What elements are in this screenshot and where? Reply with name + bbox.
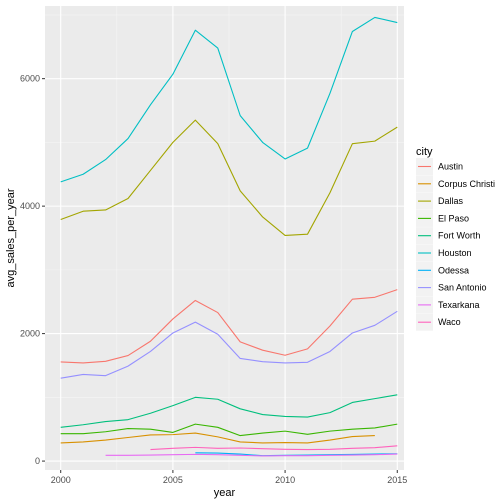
legend-label-waco: Waco (438, 317, 461, 327)
legend-label-odessa: Odessa (438, 265, 469, 275)
legend-label-fort-worth: Fort Worth (438, 231, 480, 241)
legend-items: Austin Corpus Christi Dallas El Paso Fort Wo… (416, 158, 495, 331)
series-line-san-antonio (60, 310, 398, 379)
legend-label-texarkana: Texarkana (438, 300, 480, 310)
series-line-dallas (60, 119, 398, 236)
legend-label-austin: Austin (438, 162, 463, 172)
y-tick-label: 0 (35, 456, 40, 466)
x-tick-label: 2015 (387, 475, 407, 485)
series-lines (60, 16, 398, 457)
x-axis-title: year (214, 487, 236, 499)
x-axis: 2000 2005 2010 2015 (51, 470, 407, 485)
legend-label-houston: Houston (438, 248, 472, 258)
series-line-austin (60, 289, 398, 364)
y-axis: 0 2000 4000 6000 (20, 74, 45, 466)
x-tick-label: 2010 (275, 475, 295, 485)
legend-label-dallas: Dallas (438, 196, 464, 206)
legend-label-el-paso: El Paso (438, 213, 469, 223)
series-line-waco (150, 445, 398, 451)
y-axis-title: avg_sales_per_year (5, 188, 17, 287)
x-tick-label: 2005 (163, 475, 183, 485)
series-line-fort-worth (60, 394, 398, 428)
legend-label-san-antonio: San Antonio (438, 283, 487, 293)
series-line-houston (60, 16, 398, 183)
plot-panel (45, 6, 404, 470)
y-tick-label: 6000 (20, 74, 40, 84)
series-line-el-paso (60, 423, 398, 437)
legend-title: city (416, 146, 433, 158)
legend: city Austin Corpus Christi Dallas El Paso Fo… (416, 146, 495, 331)
legend-label-corpus-christi: Corpus Christi (438, 179, 495, 189)
y-tick-label: 2000 (20, 329, 40, 339)
grid-major (45, 6, 404, 470)
y-tick-label: 4000 (20, 201, 40, 211)
x-tick-label: 2000 (51, 475, 71, 485)
series-line-texarkana (105, 453, 398, 457)
series-line-corpus-christi (60, 432, 375, 444)
